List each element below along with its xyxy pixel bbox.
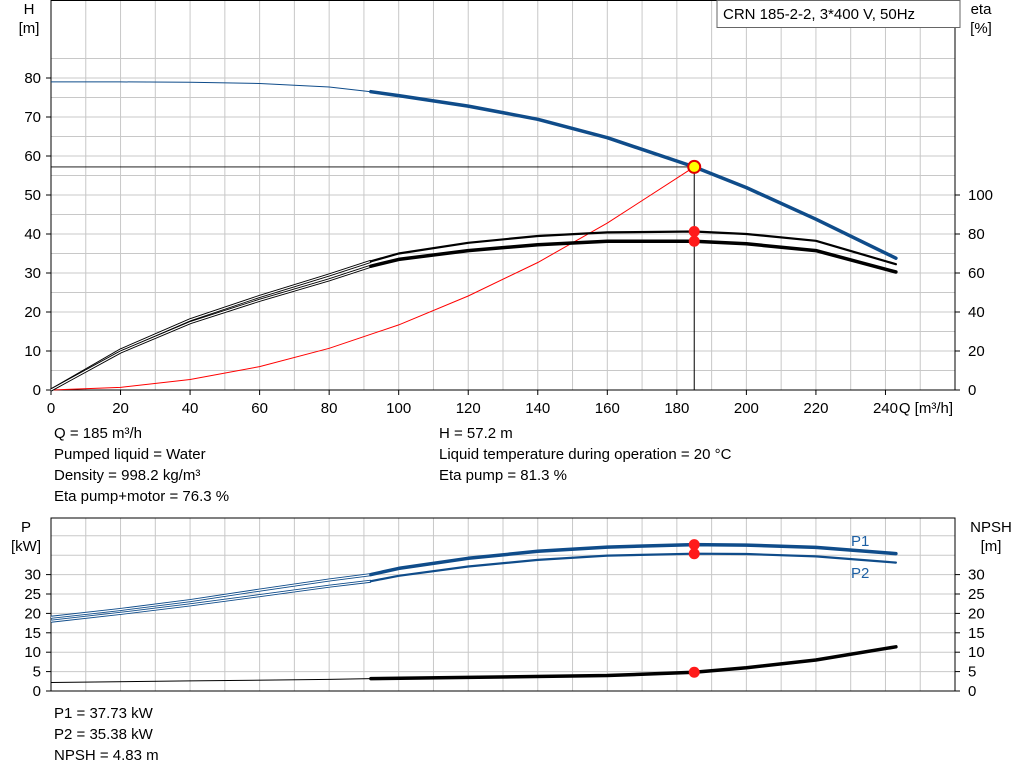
p-tick-label: 25 [24, 586, 41, 603]
x-tick-label: 180 [664, 400, 689, 417]
top-info-left: Q = 185 m³/h Pumped liquid = Water Densi… [54, 423, 229, 507]
x-tick-label: 200 [734, 400, 759, 417]
top-info-right: H = 57.2 m Liquid temperature during ope… [439, 423, 731, 486]
info-eta-pump: Eta pump = 81.3 % [439, 467, 567, 484]
bottom-info: P1 = 37.73 kW P2 = 35.38 kW NPSH = 4.83 … [54, 703, 159, 766]
p2-curve-thin-inner [50, 580, 371, 622]
p-tick-label: 20 [24, 605, 41, 622]
y2-tick-label: 80 [968, 226, 985, 243]
p1-curve-thin-inner [50, 574, 371, 618]
p2-label: P2 [851, 565, 869, 582]
p-axis-label-line-1: [kW] [11, 538, 41, 555]
x-tick-label: 160 [595, 400, 620, 417]
y2-tick-label: 100 [968, 187, 993, 204]
info-liquid: Pumped liquid = Water [54, 446, 206, 463]
eta-total-curve-thin [50, 264, 372, 392]
x-tick-label: 120 [456, 400, 481, 417]
bottom-marker-0 [688, 539, 700, 551]
npsh-tick-label: 20 [968, 605, 985, 622]
info-flow: Q = 185 m³/h [54, 425, 142, 442]
title-box [716, 0, 961, 28]
y2-tick-label: 20 [968, 343, 985, 360]
p-tick-label: 10 [24, 644, 41, 661]
x-tick-label: 60 [251, 400, 268, 417]
y-tick-label: 30 [24, 265, 41, 282]
npsh-axis-label-line-1: [m] [981, 538, 1002, 555]
x-axis-label: Q [m³/h] [899, 400, 953, 417]
info-head: H = 57.2 m [439, 425, 513, 442]
system-curve-thin [50, 166, 695, 391]
bottom-marker-2 [688, 666, 700, 678]
bottom-plot-frame [50, 517, 956, 692]
y2-tick-label: 60 [968, 265, 985, 282]
y-tick-label: 20 [24, 304, 41, 321]
y-tick-label: 10 [24, 343, 41, 360]
info-npsh: NPSH = 4.83 m [54, 747, 159, 764]
x-tick-label: 240 [873, 400, 898, 417]
x-tick-label: 80 [321, 400, 338, 417]
y-tick-label: 60 [24, 148, 41, 165]
y-tick-label: 50 [24, 187, 41, 204]
p-tick-label: 0 [33, 683, 41, 700]
info-p2: P2 = 35.38 kW [54, 726, 153, 743]
info-p1: P1 = 37.73 kW [54, 705, 153, 722]
y2-axis-label-line-1: [%] [970, 20, 992, 37]
npsh-axis-label-line-0: NPSH [970, 519, 1012, 536]
y-axis-label-line-1: [m] [19, 20, 40, 37]
x-tick-label: 0 [47, 400, 55, 417]
npsh-curve-thin [50, 678, 371, 683]
info-density: Density = 998.2 kg/m³ [54, 467, 201, 484]
eta-marker [688, 235, 700, 247]
y-tick-label: 80 [24, 70, 41, 87]
y-axis-label-line-0: H [24, 1, 35, 18]
npsh-tick-label: 15 [968, 625, 985, 642]
y2-tick-label: 40 [968, 304, 985, 321]
y2-tick-label: 0 [968, 382, 976, 399]
y-tick-label: 40 [24, 226, 41, 243]
info-eta-pump-motor: Eta pump+motor = 76.3 % [54, 488, 230, 505]
eta-marker [688, 225, 700, 237]
y-tick-label: 0 [33, 382, 41, 399]
npsh-tick-label: 0 [968, 683, 976, 700]
p-tick-label: 15 [24, 625, 41, 642]
x-tick-label: 100 [386, 400, 411, 417]
x-tick-label: 40 [182, 400, 199, 417]
eta-total-curve [369, 239, 898, 274]
npsh-tick-label: 5 [968, 664, 976, 681]
bottom-marker-1 [688, 548, 700, 560]
x-tick-label: 220 [803, 400, 828, 417]
head-curve-thin [51, 81, 371, 93]
eta-pump-curve [369, 230, 897, 266]
p-tick-label: 5 [33, 664, 41, 681]
p-tick-label: 30 [24, 567, 41, 584]
y2-axis-label-line-0: eta [971, 1, 993, 18]
x-tick-label: 20 [112, 400, 129, 417]
head-curve [369, 89, 898, 260]
p2-curve [369, 552, 897, 583]
x-tick-label: 140 [525, 400, 550, 417]
p1-label: P1 [851, 533, 869, 550]
y-tick-label: 70 [24, 109, 41, 126]
p-axis-label-line-0: P [21, 519, 31, 536]
info-temperature: Liquid temperature during operation = 20… [439, 446, 732, 463]
duty-point-marker [687, 159, 702, 174]
p1-curve [369, 542, 898, 577]
chart-title: CRN 185-2-2, 3*400 V, 50Hz [723, 6, 915, 23]
npsh-tick-label: 30 [968, 567, 985, 584]
npsh-curve [369, 645, 898, 681]
npsh-tick-label: 10 [968, 644, 985, 661]
npsh-tick-label: 25 [968, 586, 985, 603]
eta-total-curve-thin-inner [50, 265, 372, 391]
